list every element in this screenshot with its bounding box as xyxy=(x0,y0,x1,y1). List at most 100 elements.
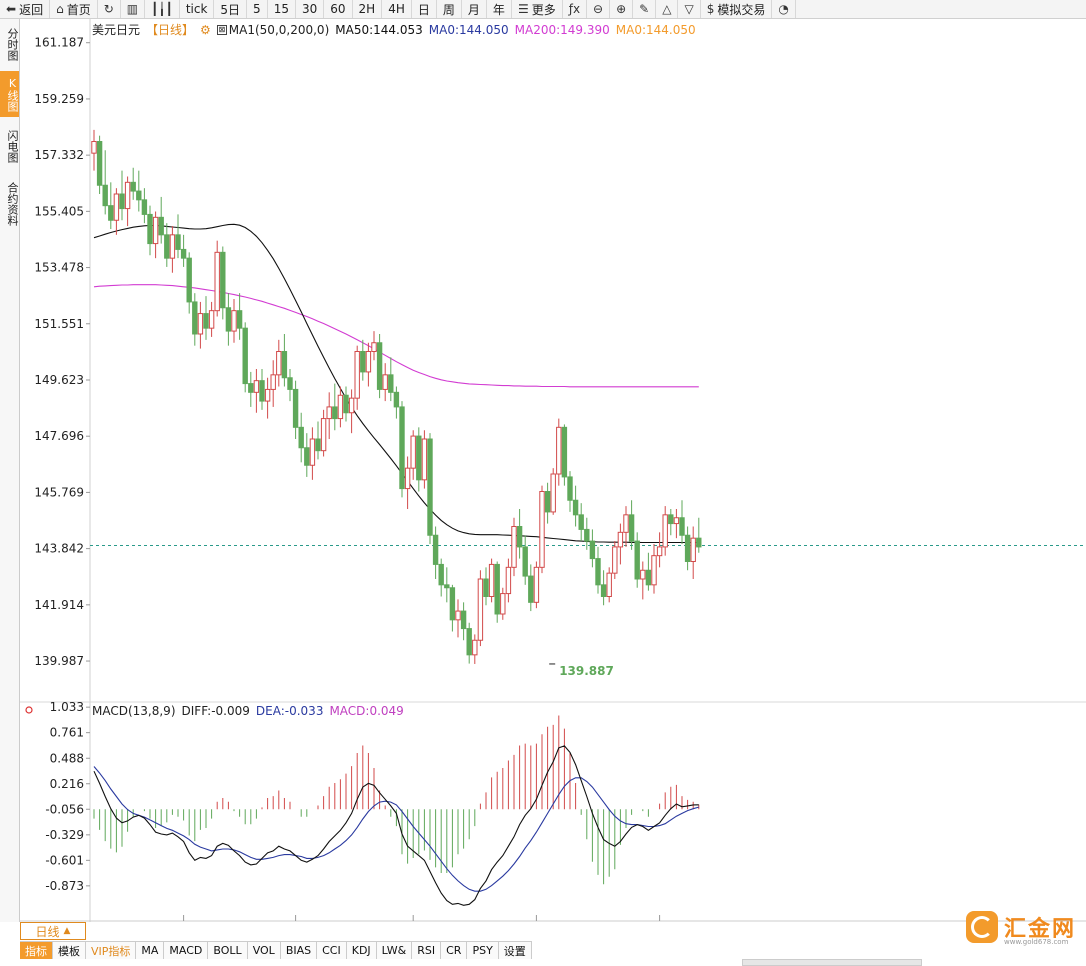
indicator-tab-3[interactable]: MA xyxy=(136,942,165,959)
home-button[interactable]: ⌂ 首页 xyxy=(50,0,98,18)
candle-body xyxy=(96,141,103,186)
macd-tick-label: 1.033 xyxy=(50,700,84,714)
low-price-label: 139.887 xyxy=(559,664,614,678)
day-button[interactable]: 日 xyxy=(412,0,437,18)
ma50-line xyxy=(93,223,699,544)
macd-pane-icon xyxy=(25,706,33,714)
draw-button[interactable]: ✎ xyxy=(633,0,657,18)
indicator-tab-10[interactable]: LW& xyxy=(376,942,413,959)
chart-area[interactable]: 161.187 159.259 157.332 155.405 153.478 151.5… xyxy=(20,19,1086,936)
candle-body xyxy=(287,377,293,390)
macd-legend: MACD(13,8,9) DIFF:-0.009 DEA:-0.033 MACD… xyxy=(92,704,404,718)
candle-body xyxy=(472,639,478,656)
h4-button[interactable]: 4H xyxy=(382,0,412,18)
m30-button[interactable]: 30 xyxy=(296,0,325,18)
indicator-tab-5[interactable]: BOLL xyxy=(208,942,248,959)
candle-body xyxy=(354,351,360,399)
year-button[interactable]: 年 xyxy=(487,0,512,18)
indicator-tab-14[interactable]: 设置 xyxy=(498,942,532,959)
indicator-tab-9[interactable]: KDJ xyxy=(346,942,377,959)
indicator-tab-0[interactable]: 指标 xyxy=(20,942,53,959)
period-selector[interactable]: 日线 ▲ xyxy=(20,922,86,940)
zoom-in-button[interactable]: ⊕ xyxy=(610,0,634,18)
extra-button[interactable]: ◔ xyxy=(772,0,796,18)
indicator-tabs: 指标 模板 VIP指标 MA MACD BOLL VOL BIAS CCI KDJ LW& RSI CR… xyxy=(20,941,532,960)
candle-body xyxy=(124,181,131,210)
m15-button[interactable]: 15 xyxy=(268,0,296,18)
indicator-tab-1[interactable]: 模板 xyxy=(53,942,86,959)
fx-button[interactable]: ƒx xyxy=(563,0,588,18)
m15-label: 15 xyxy=(273,2,289,16)
candle-body xyxy=(141,199,148,215)
candle-body xyxy=(248,383,254,393)
m5-button[interactable]: 5 xyxy=(247,0,268,18)
zoom-out-icon: ⊖ xyxy=(593,2,604,16)
refresh-button[interactable]: ↻ xyxy=(98,0,121,18)
candle-body xyxy=(108,205,114,221)
candle-body xyxy=(192,301,198,335)
indicator-tab-4[interactable]: MACD xyxy=(164,942,209,959)
sim-trade-button[interactable]: $ 模拟交易 xyxy=(701,0,773,18)
candle-body xyxy=(578,514,584,530)
horizontal-scrollbar[interactable] xyxy=(742,959,922,966)
down-button[interactable]: ▽ xyxy=(678,0,701,18)
indicator-tab-11[interactable]: RSI xyxy=(412,942,442,959)
candle-body xyxy=(589,540,596,560)
5day-label: 5日 xyxy=(220,2,241,17)
main-legend: 美元日元 【日线】 ⚙ ⊠ MA1(50,0,200,0) MA50:144.0… xyxy=(92,21,696,38)
side-tab-2[interactable]: 闪电图 xyxy=(6,129,19,163)
5day-button[interactable]: 5日 xyxy=(214,0,248,18)
back-button[interactable]: ⬅ 返回 xyxy=(0,0,51,18)
candle-body xyxy=(427,438,433,536)
candle-body xyxy=(438,563,444,586)
side-tab-1[interactable]: K线图 xyxy=(0,71,19,117)
indicator-tab-6[interactable]: VOL xyxy=(247,942,281,959)
chart-type-button[interactable]: ▥ xyxy=(121,0,146,18)
candle-body xyxy=(432,534,439,565)
candle-body xyxy=(679,517,685,536)
h2-button[interactable]: 2H xyxy=(353,0,383,18)
candle-body xyxy=(645,569,652,586)
candle-body xyxy=(147,213,153,245)
m5-label: 5 xyxy=(253,2,261,16)
macd-tick-label: -0.056 xyxy=(45,802,84,816)
up-button[interactable]: △ xyxy=(656,0,679,18)
tick-button[interactable]: tick xyxy=(180,0,215,18)
candle-body xyxy=(175,234,181,250)
candle-body xyxy=(656,546,663,557)
function-icon: ƒx xyxy=(568,2,581,16)
side-tab-0[interactable]: 分时图 xyxy=(6,27,19,61)
indicator-tab-7[interactable]: BIAS xyxy=(280,942,318,959)
price-tick-label: 161.187 xyxy=(34,36,84,50)
candle-body xyxy=(522,546,528,577)
gear-icon[interactable]: ⚙ xyxy=(200,22,211,37)
macd-tick-label: -0.873 xyxy=(45,879,84,893)
macd-tick-label: -0.601 xyxy=(45,853,84,867)
indicator-tab-12[interactable]: CR xyxy=(441,942,468,959)
indicator-tab-8[interactable]: CCI xyxy=(317,942,347,959)
day-label: 日 xyxy=(417,2,430,17)
home-label: 首页 xyxy=(66,2,91,17)
candle-button[interactable]: ┃╽┃ xyxy=(145,0,180,18)
candle-body xyxy=(494,563,500,615)
zoom-out-button[interactable]: ⊖ xyxy=(587,0,611,18)
side-tab-3[interactable]: 合约资料 xyxy=(6,182,19,226)
ma0-value: MA0:144.050 xyxy=(428,22,509,37)
month-button[interactable]: 月 xyxy=(462,0,487,18)
indicator-tab-2[interactable]: VIP指标 xyxy=(86,942,137,959)
more-button[interactable]: ☰ 更多 xyxy=(512,0,563,18)
chart-svg[interactable]: 161.187 159.259 157.332 155.405 153.478 151.5… xyxy=(20,19,1086,936)
week-button[interactable]: 周 xyxy=(437,0,462,18)
price-tick-label: 157.332 xyxy=(34,148,84,162)
candle-body xyxy=(444,584,450,589)
candle-body xyxy=(673,517,680,525)
indicator-tab-13[interactable]: PSY xyxy=(467,942,499,959)
candle-body xyxy=(371,342,377,352)
candle-body xyxy=(556,426,562,475)
candle-body xyxy=(466,628,472,656)
candle-body xyxy=(113,193,120,221)
candle-body xyxy=(360,351,366,373)
candle-body xyxy=(690,537,696,563)
ma-settings-icon[interactable]: ⊠ xyxy=(216,24,227,35)
m60-button[interactable]: 60 xyxy=(324,0,353,18)
